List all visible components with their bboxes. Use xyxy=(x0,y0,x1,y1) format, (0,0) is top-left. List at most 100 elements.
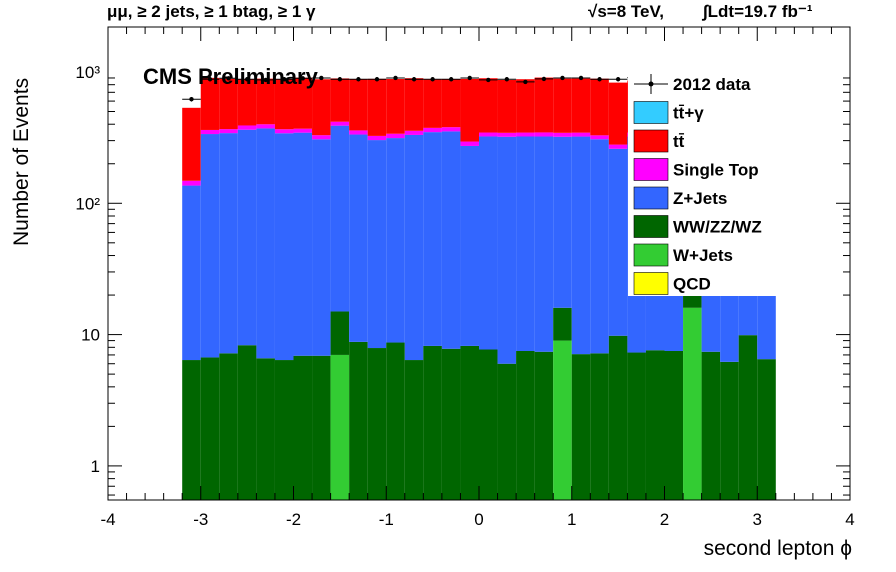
bar-ttbar-bin-16 xyxy=(479,78,498,133)
bar-diboson-bin-28 xyxy=(701,351,721,500)
bar-diboson-bin-5 xyxy=(274,360,294,500)
data-point xyxy=(523,79,528,85)
data-point xyxy=(467,75,472,81)
bar-zjets-bin-4 xyxy=(256,128,275,359)
bar-diboson-bin-10 xyxy=(367,348,387,500)
bar-ttbar-bin-5 xyxy=(274,79,294,130)
bar-diboson-bin-19 xyxy=(534,351,554,500)
bar-zjets-bin-23 xyxy=(608,148,628,336)
data-point xyxy=(578,75,584,81)
bar-diboson-bin-23 xyxy=(608,335,628,500)
data-point xyxy=(244,77,250,82)
bar-diboson-bin-15 xyxy=(460,345,479,500)
bar-singletop-bin-7 xyxy=(312,135,331,140)
data-point xyxy=(282,77,287,82)
bar-ttbar-bin-12 xyxy=(404,78,424,131)
data-point xyxy=(300,76,305,81)
bar-zjets-bin-16 xyxy=(479,136,498,350)
bar-ttbar-bin-17 xyxy=(497,79,517,133)
y-tick-label: 10 xyxy=(81,326,100,345)
x-tick-label: 0 xyxy=(474,510,483,529)
legend-label: 2012 data xyxy=(673,75,751,94)
bar-ttbar-bin-19 xyxy=(534,77,554,133)
bar-singletop-bin-15 xyxy=(460,141,479,146)
bar-ttbar-bin-7 xyxy=(312,79,331,136)
data-point xyxy=(486,77,491,83)
bar-singletop-bin-21 xyxy=(571,132,591,137)
data-point xyxy=(411,77,417,82)
bar-ttbar-bin-10 xyxy=(367,78,387,136)
legend-swatch-singletop xyxy=(633,158,669,181)
bar-diboson-bin-18 xyxy=(516,350,535,500)
bar-ttbar-bin-21 xyxy=(571,78,591,133)
bar-singletop-bin-5 xyxy=(274,129,294,134)
bar-diboson-bin-25 xyxy=(645,350,665,500)
bar-singletop-bin-17 xyxy=(497,132,517,137)
bar-ttbar-bin-13 xyxy=(423,79,442,128)
bar-zjets-bin-1 xyxy=(200,134,220,358)
lumi-label: ∫Ldt=19.7 fb⁻¹ xyxy=(703,2,813,21)
bar-singletop-bin-14 xyxy=(441,127,461,132)
bar-diboson-bin-13 xyxy=(423,345,442,500)
bar-diboson-bin-26 xyxy=(664,350,684,500)
bar-diboson-bin-20 xyxy=(553,307,572,341)
legend-label: Z+Jets xyxy=(673,189,727,208)
legend-swatch-wjets xyxy=(633,243,669,267)
bar-singletop-bin-12 xyxy=(404,130,424,135)
data-point xyxy=(448,77,454,82)
bar-diboson-bin-16 xyxy=(479,349,498,500)
bar-singletop-bin-6 xyxy=(293,128,313,133)
bar-zjets-bin-22 xyxy=(590,139,609,354)
bar-ttbar-bin-3 xyxy=(237,79,257,126)
bar-ttbar-bin-2 xyxy=(219,78,238,130)
bar-zjets-bin-7 xyxy=(312,139,331,356)
bar-diboson-bin-21 xyxy=(571,354,591,500)
bar-diboson-bin-24 xyxy=(627,352,646,500)
bar-zjets-bin-5 xyxy=(274,133,294,361)
legend-swatch-qcd xyxy=(633,272,669,295)
bar-singletop-bin-23 xyxy=(608,144,628,149)
y-tick-label: 10³ xyxy=(75,63,100,82)
bar-singletop-bin-11 xyxy=(386,133,405,139)
bar-diboson-bin-12 xyxy=(404,360,424,500)
x-tick-label: 4 xyxy=(845,510,854,529)
bar-diboson-bin-6 xyxy=(293,355,313,500)
data-point xyxy=(615,77,621,82)
bar-ttbar-bin-22 xyxy=(590,78,609,136)
bar-zjets-bin-6 xyxy=(293,132,313,356)
bar-ttbar-bin-1 xyxy=(200,77,220,130)
data-point xyxy=(189,97,194,102)
data-point xyxy=(374,77,380,82)
bar-diboson-bin-9 xyxy=(349,341,368,500)
bar-singletop-bin-4 xyxy=(256,124,275,129)
energy-label: √s=8 TeV, xyxy=(588,2,664,21)
bar-singletop-bin-0 xyxy=(182,180,201,186)
bar-singletop-bin-9 xyxy=(349,130,368,135)
legend: 2012 data tt̄+γ tt̄ Single Top Z+Jets WW/ZZ/W… xyxy=(628,70,776,296)
bar-zjets-bin-2 xyxy=(219,133,238,354)
bar-ttbar-bin-4 xyxy=(256,78,275,125)
bar-singletop-bin-2 xyxy=(219,129,238,134)
legend-label: tt̄+γ xyxy=(673,104,704,123)
bar-wjets-bin-27 xyxy=(683,307,702,500)
legend-swatch-ttgamma xyxy=(633,101,669,124)
bar-wjets-bin-20 xyxy=(553,340,572,500)
bar-singletop-bin-3 xyxy=(237,125,257,130)
bar-diboson-bin-22 xyxy=(590,353,609,500)
legend-label: Single Top xyxy=(673,161,759,180)
y-tick-label: 10² xyxy=(75,194,100,213)
x-tick-label: -4 xyxy=(100,510,115,529)
bar-zjets-bin-0 xyxy=(182,185,201,361)
bar-zjets-bin-10 xyxy=(367,140,387,349)
bar-wjets-bin-8 xyxy=(330,354,350,500)
data-point xyxy=(560,75,565,81)
legend-swatch-ttbar xyxy=(633,129,669,153)
bar-zjets-bin-14 xyxy=(441,131,461,349)
bar-singletop-bin-22 xyxy=(590,135,609,140)
legend-label: W+Jets xyxy=(673,246,733,265)
bar-zjets-bin-11 xyxy=(386,138,405,343)
channel-label: μμ, ≥ 2 jets, ≥ 1 btag, ≥ 1 γ xyxy=(107,2,316,21)
bar-diboson-bin-3 xyxy=(237,345,257,500)
bar-diboson-bin-29 xyxy=(720,361,739,500)
bar-zjets-bin-18 xyxy=(516,136,535,351)
